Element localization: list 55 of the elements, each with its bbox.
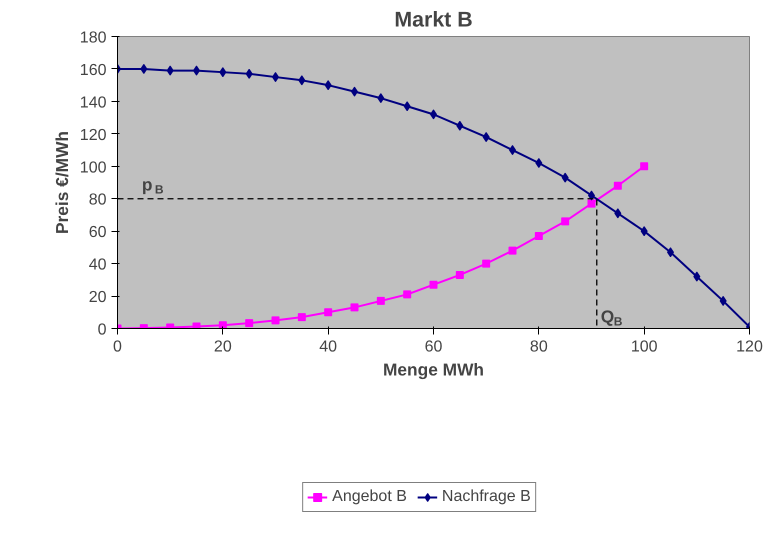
point [377,93,384,104]
x-tick-label: 80 [530,338,548,356]
x-tick-label: 20 [214,338,232,356]
point [219,67,226,78]
point [562,172,569,183]
point [404,101,411,112]
y-tick-label: 40 [88,256,107,274]
point [588,200,596,208]
y-tick-label: 80 [88,192,107,209]
point [456,120,464,131]
point [403,290,412,298]
point [640,226,648,236]
legend-label: Nachfrage B [442,488,531,506]
point [535,158,542,168]
y-tick-label: 180 [80,30,107,46]
chart-title: Markt B [394,8,473,32]
point [614,182,622,190]
x-axis-title: Menge MWh [382,360,484,380]
y-tick-label: 120 [80,126,107,144]
y-tick-label: 100 [80,159,107,176]
y-tick-label: 160 [80,62,107,79]
point [324,80,332,90]
point [534,232,543,240]
point [693,272,700,282]
point [376,296,385,305]
point [614,208,622,218]
point [324,308,332,316]
point [640,162,648,170]
point [298,313,306,322]
x-tick-label: 40 [319,338,338,356]
x-tick-label: 60 [424,338,442,356]
point [561,217,570,226]
y-tick-label: 0 [98,322,107,338]
x-tick-label: 120 [736,338,763,356]
point [166,66,174,76]
point [456,270,464,279]
point [508,246,516,255]
y-tick-label: 140 [80,94,107,112]
y-tick-label: 60 [88,224,107,242]
point [246,68,253,79]
point [245,319,254,328]
point [720,296,727,306]
y-tick-label: 20 [88,289,107,306]
point [430,280,438,289]
point [192,322,200,328]
point [140,64,148,74]
point [272,316,280,324]
y-axis-title: Preis €/MWh [52,130,72,234]
legend-label: Angebot B [332,488,407,506]
point [350,303,358,312]
x-tick-label: 0 [113,338,122,356]
x-tick-label: 100 [630,338,658,356]
point [482,260,490,268]
point [482,132,490,142]
point [298,75,306,86]
